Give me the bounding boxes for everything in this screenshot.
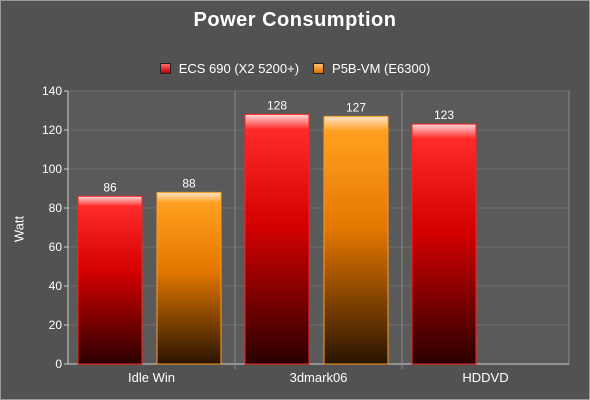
y-tick-label: 40	[49, 279, 63, 293]
legend-swatch-series-2	[313, 63, 325, 74]
data-label: 128	[267, 98, 287, 112]
chart-title: Power Consumption	[193, 9, 397, 31]
x-tick-label: 3dmark06	[290, 370, 348, 385]
bar	[77, 195, 143, 365]
data-label: 88	[182, 176, 196, 190]
data-label: 86	[103, 180, 117, 194]
legend-label-series-1: ECS 690 (X2 5200+)	[178, 61, 300, 76]
data-label: 123	[434, 108, 454, 122]
bar	[244, 113, 310, 365]
legend-label-series-2: P5B-VM (E6300)	[332, 61, 431, 76]
x-tick-label: Idle Win	[128, 370, 175, 385]
y-tick-label: 20	[49, 318, 63, 332]
y-tick-label: 140	[42, 84, 62, 98]
y-tick-label: 60	[49, 240, 63, 254]
chart-legend: ECS 690 (X2 5200+) P5B-VM (E6300)	[1, 61, 589, 76]
plot-area	[67, 90, 570, 365]
y-tick-label: 80	[49, 201, 63, 215]
legend-item-series-2: P5B-VM (E6300)	[313, 61, 430, 76]
y-tick-label: 0	[55, 357, 62, 371]
legend-item-series-1: ECS 690 (X2 5200+)	[159, 61, 300, 76]
y-tick-label: 120	[42, 123, 62, 137]
bar	[411, 123, 477, 365]
x-tick-label: HDDVD	[462, 370, 508, 385]
y-tick-label: 100	[42, 162, 62, 176]
data-label: 127	[346, 100, 366, 114]
legend-swatch-series-1	[159, 63, 171, 74]
bar	[323, 115, 389, 365]
bar	[156, 191, 222, 365]
